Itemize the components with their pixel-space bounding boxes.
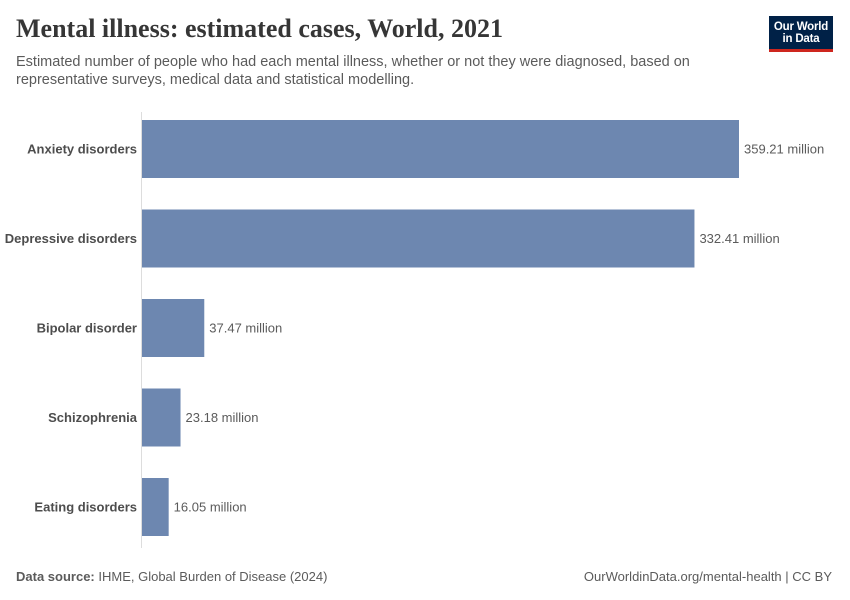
- chart-title: Mental illness: estimated cases, World, …: [16, 14, 503, 43]
- bars-layer: Anxiety disorders 359.21 million Depressiv…: [5, 120, 824, 536]
- chart-subtitle: Estimated number of people who had each …: [16, 54, 690, 88]
- value-label: 23.18 million: [186, 410, 259, 425]
- owid-logo[interactable]: Our World in Data: [769, 16, 833, 52]
- data-source-label: Data source:: [16, 569, 95, 584]
- value-label: 37.47 million: [209, 321, 282, 336]
- logo-line-1: Our World: [773, 21, 829, 33]
- bar-anxiety-disorders[interactable]: [142, 120, 739, 178]
- source-url-link[interactable]: OurWorldinData.org/mental-health | CC BY: [583, 569, 832, 584]
- value-label: 332.41 million: [699, 231, 779, 246]
- data-source: Data source: IHME, Global Burden of Dise…: [16, 569, 327, 584]
- value-label: 16.05 million: [174, 500, 247, 515]
- bar-schizophrenia[interactable]: [142, 388, 181, 447]
- category-label: Anxiety disorders: [27, 142, 137, 157]
- bar-bipolar-disorder[interactable]: [142, 299, 205, 357]
- bar-eating-disorders[interactable]: [142, 478, 169, 536]
- category-label: Depressive disorders: [5, 231, 137, 246]
- category-label: Schizophrenia: [48, 410, 138, 425]
- data-source-text: IHME, Global Burden of Disease (2024): [98, 569, 328, 584]
- value-label: 359.21 million: [744, 142, 824, 157]
- category-label: Bipolar disorder: [37, 321, 137, 336]
- logo-line-2: in Data: [782, 33, 820, 45]
- bar-depressive-disorders[interactable]: [142, 209, 695, 268]
- category-label: Eating disorders: [34, 500, 137, 515]
